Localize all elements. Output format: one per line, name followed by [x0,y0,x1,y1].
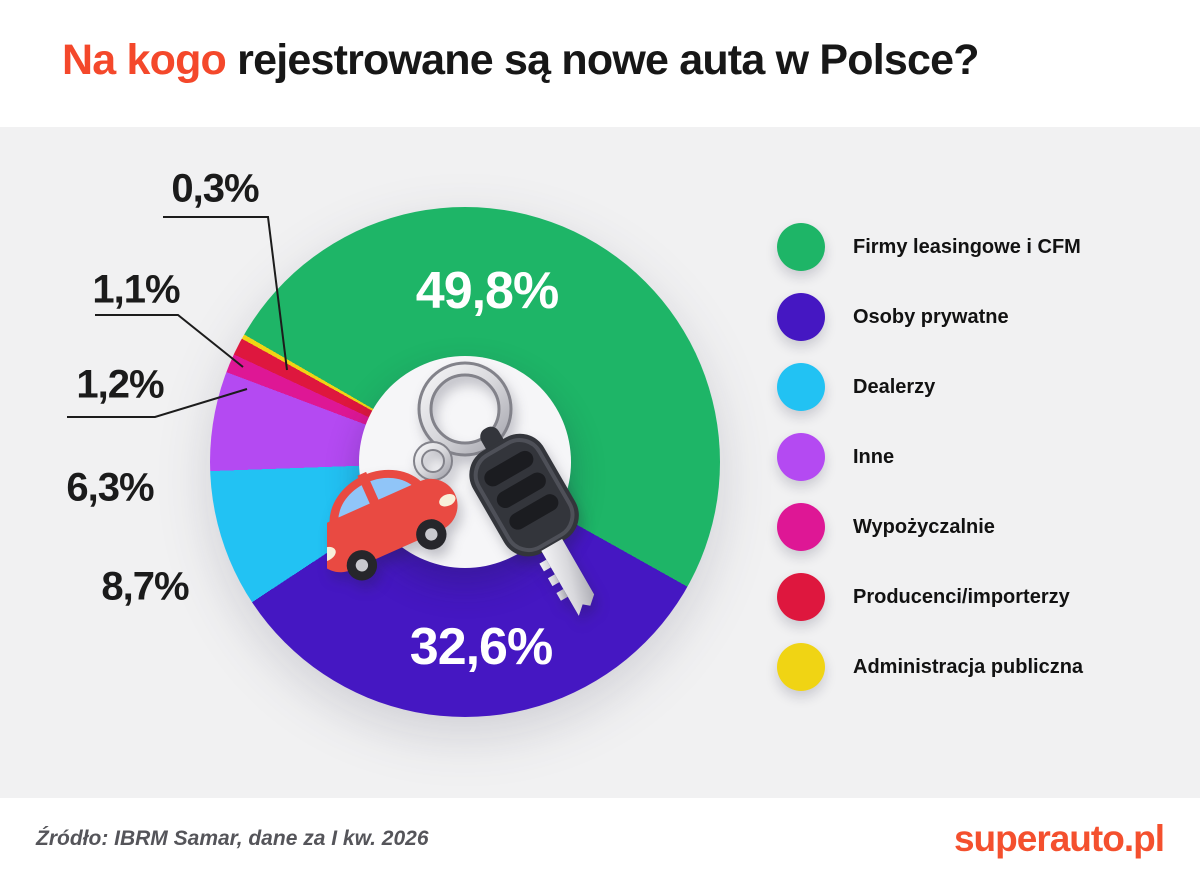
legend-label: Producenci/importerzy [853,585,1070,608]
legend-item-administracja-publiczna: Administracja publiczna [777,643,1083,691]
legend-label: Osoby prywatne [853,305,1009,328]
legend-label: Firmy leasingowe i CFM [853,235,1081,258]
legend-dot-icon [777,293,825,341]
title-rest: rejestrowane są nowe auta w Polsce? [226,36,979,84]
callout-label-administracja: 0,3% [171,166,259,211]
source-note: Źródło: IBRM Samar, dane za I kw. 2026 [36,827,429,850]
car-icon [327,469,458,581]
title-highlight: Na kogo [62,36,227,84]
header: Na kogo rejestrowane są nowe auta w Pols… [0,0,1200,127]
keyring-icon [417,361,513,457]
small-ring-icon [413,441,453,481]
legend-dot-icon [777,503,825,551]
legend-label: Wypożyczalnie [853,515,995,538]
slice-label-firmy-leasingowe: 49,8% [415,262,559,320]
legend-item-osoby-prywatne: Osoby prywatne [777,293,1083,341]
chart-area: 49,8% 32,6% 0,3% 1,1% 1,2% 6,3% 8,7% Fir… [0,127,1200,798]
legend-dot-icon [777,433,825,481]
callout-label-dealerzy: 8,7% [101,564,189,609]
legend-label: Inne [853,445,895,468]
legend-label: Administracja publiczna [853,655,1084,678]
car-key-icon [469,426,595,616]
legend-item-wypozyczalnie: Wypożyczalnie [777,503,1083,551]
car-and-key-illustration [327,361,595,616]
legend-dot-icon [777,643,825,691]
leader-line-producenci [95,314,244,368]
footer: Źródło: IBRM Samar, dane za I kw. 2026 s… [0,798,1200,880]
legend-item-producenci-importerzy: Producenci/importerzy [777,573,1083,621]
callout-label-inne: 6,3% [66,465,154,510]
legend-item-firmy-leasingowe: Firmy leasingowe i CFM [777,223,1083,271]
legend-item-dealerzy: Dealerzy [777,363,1083,411]
legend-dot-icon [777,363,825,411]
slice-label-osoby-prywatne: 32,6% [409,618,553,676]
page-title: Na kogo rejestrowane są nowe auta w Pols… [62,36,979,85]
superauto-logo: superauto.pl [953,818,1165,859]
legend-dot-icon [777,223,825,271]
legend: Firmy leasingowe i CFM Osoby prywatne De… [777,223,1083,691]
legend-label: Dealerzy [853,375,936,398]
legend-item-inne: Inne [777,433,1083,481]
callout-label-wypozyczalnie: 1,2% [76,362,164,407]
legend-dot-icon [777,573,825,621]
callout-label-producenci: 1,1% [92,267,180,312]
